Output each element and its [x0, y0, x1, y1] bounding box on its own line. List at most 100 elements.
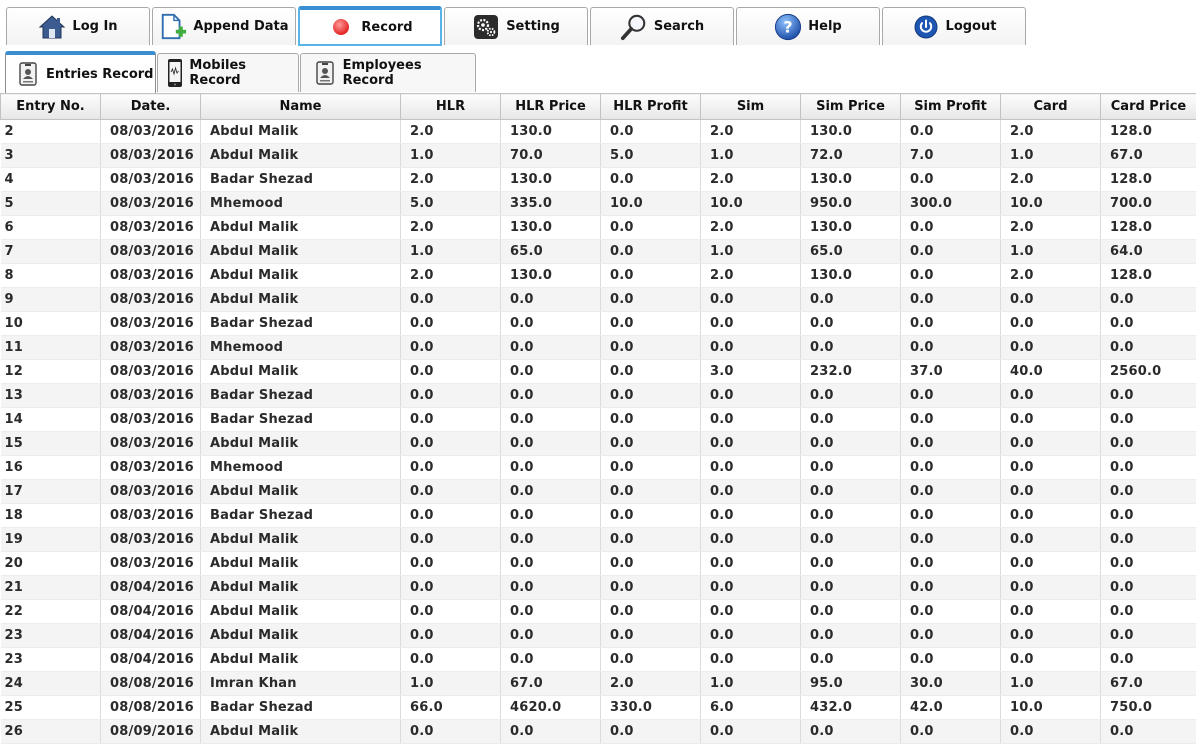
tab-entries-record[interactable]: Entries Record	[5, 51, 156, 93]
table-row[interactable]: 17 08/03/2016 Abdul Malik 0.0 0.0 0.0 0.0 0.0 0.…	[0, 479, 1196, 504]
table-cell[interactable]: 130.0	[800, 215, 901, 240]
table-cell[interactable]: 1.0	[400, 143, 501, 168]
table-cell[interactable]: 0.0	[1100, 479, 1196, 504]
table-cell[interactable]: 0.0	[700, 431, 801, 456]
table-cell[interactable]: 0.0	[900, 263, 1001, 288]
table-row[interactable]: 7 08/03/2016 Abdul Malik 1.0 65.0 0.0 1.0 65.0 0…	[0, 239, 1196, 264]
table-cell[interactable]: 0.0	[900, 167, 1001, 192]
table-cell[interactable]: 0.0	[400, 311, 501, 336]
table-row[interactable]: 10 08/03/2016 Badar Shezad 0.0 0.0 0.0 0.0 0.0 0…	[0, 311, 1196, 336]
table-cell[interactable]: 0.0	[1000, 287, 1101, 312]
record-button[interactable]: Record	[298, 6, 442, 46]
table-cell[interactable]: 0.0	[700, 455, 801, 480]
table-row[interactable]: 25 08/08/2016 Badar Shezad 66.0 4620.0 330.0 6…	[0, 695, 1196, 720]
table-cell[interactable]: 0.0	[700, 407, 801, 432]
table-row[interactable]: 20 08/03/2016 Abdul Malik 0.0 0.0 0.0 0.0 0.0 0.…	[0, 551, 1196, 576]
table-cell[interactable]: 0.0	[600, 527, 701, 552]
table-cell[interactable]: 17	[0, 479, 101, 504]
table-cell[interactable]: 72.0	[800, 143, 901, 168]
table-cell[interactable]: 2.0	[700, 119, 801, 144]
table-cell[interactable]: 26	[0, 719, 101, 744]
entries-record-table[interactable]: Entry No. Date. Name HLR HLR Price HLR P…	[0, 93, 1196, 753]
table-cell[interactable]: 0.0	[700, 551, 801, 576]
table-cell[interactable]: 0.0	[600, 647, 701, 672]
table-cell[interactable]: 128.0	[1100, 215, 1196, 240]
table-cell[interactable]: 0.0	[900, 455, 1001, 480]
table-cell[interactable]: 08/04/2016	[100, 599, 201, 624]
table-cell[interactable]: 08/08/2016	[100, 695, 201, 720]
table-cell[interactable]: 20	[0, 551, 101, 576]
table-cell[interactable]: 0.0	[1100, 407, 1196, 432]
table-cell[interactable]: 0.0	[1000, 335, 1101, 360]
table-cell[interactable]: 67.0	[1100, 143, 1196, 168]
help-button[interactable]: ? Help	[736, 7, 880, 45]
table-cell[interactable]: 7	[0, 239, 101, 264]
column-header[interactable]: Date.	[100, 93, 201, 120]
table-cell[interactable]: 0.0	[600, 311, 701, 336]
table-cell[interactable]: 08/03/2016	[100, 455, 201, 480]
table-cell[interactable]: 23	[0, 647, 101, 672]
table-cell[interactable]: Abdul Malik	[200, 719, 401, 744]
table-cell[interactable]: 0.0	[800, 383, 901, 408]
table-cell[interactable]: 0.0	[1000, 431, 1101, 456]
table-cell[interactable]: 1.0	[400, 671, 501, 696]
table-cell[interactable]: 5.0	[600, 143, 701, 168]
table-row[interactable]: 3 08/03/2016 Abdul Malik 1.0 70.0 5.0 1.0 72.0 7…	[0, 143, 1196, 168]
table-cell[interactable]: 0.0	[1000, 479, 1101, 504]
table-cell[interactable]: 128.0	[1100, 263, 1196, 288]
table-cell[interactable]: 0.0	[500, 647, 601, 672]
table-cell[interactable]: 64.0	[1100, 239, 1196, 264]
table-cell[interactable]: 700.0	[1100, 191, 1196, 216]
column-header[interactable]: HLR	[400, 93, 501, 120]
table-cell[interactable]: 0.0	[500, 719, 601, 744]
table-cell[interactable]: 0.0	[400, 599, 501, 624]
table-cell[interactable]: 0.0	[1100, 311, 1196, 336]
table-cell[interactable]: 0.0	[500, 431, 601, 456]
table-cell[interactable]: Abdul Malik	[200, 431, 401, 456]
table-cell[interactable]: 08/03/2016	[100, 479, 201, 504]
table-cell[interactable]: 08/03/2016	[100, 239, 201, 264]
table-cell[interactable]: 08/03/2016	[100, 527, 201, 552]
table-cell[interactable]: 0.0	[1100, 527, 1196, 552]
table-cell[interactable]: 950.0	[800, 191, 901, 216]
table-cell[interactable]: 2.0	[1000, 215, 1101, 240]
table-cell[interactable]: 0.0	[400, 503, 501, 528]
table-row[interactable]: 6 08/03/2016 Abdul Malik 2.0 130.0 0.0 2.0 130.…	[0, 215, 1196, 240]
table-cell[interactable]: 0.0	[700, 335, 801, 360]
table-cell[interactable]: 11	[0, 335, 101, 360]
table-cell[interactable]: 08/04/2016	[100, 647, 201, 672]
table-cell[interactable]: 0.0	[500, 383, 601, 408]
table-cell[interactable]: 0.0	[500, 527, 601, 552]
table-cell[interactable]: 37.0	[900, 359, 1001, 384]
table-cell[interactable]: 0.0	[600, 455, 701, 480]
table-cell[interactable]: 0.0	[600, 167, 701, 192]
table-cell[interactable]: Abdul Malik	[200, 551, 401, 576]
table-cell[interactable]: 08/03/2016	[100, 407, 201, 432]
table-cell[interactable]: 0.0	[600, 239, 701, 264]
table-cell[interactable]: 0.0	[900, 527, 1001, 552]
table-cell[interactable]: 2.0	[1000, 167, 1101, 192]
table-cell[interactable]: 08/03/2016	[100, 143, 201, 168]
table-cell[interactable]: 0.0	[900, 407, 1001, 432]
table-cell[interactable]: 08/04/2016	[100, 575, 201, 600]
table-cell[interactable]: Abdul Malik	[200, 575, 401, 600]
table-cell[interactable]: 0.0	[500, 359, 601, 384]
table-cell[interactable]: Abdul Malik	[200, 215, 401, 240]
table-cell[interactable]: 95.0	[800, 671, 901, 696]
table-cell[interactable]: 2.0	[400, 119, 501, 144]
table-cell[interactable]: 1.0	[400, 239, 501, 264]
table-row[interactable]: 12 08/03/2016 Abdul Malik 0.0 0.0 0.0 3.0 232.0…	[0, 359, 1196, 384]
table-cell[interactable]: 21	[0, 575, 101, 600]
table-cell[interactable]: 0.0	[600, 575, 701, 600]
table-cell[interactable]: 0.0	[900, 719, 1001, 744]
table-cell[interactable]: 70.0	[500, 143, 601, 168]
table-cell[interactable]: 0.0	[800, 599, 901, 624]
table-cell[interactable]: 0.0	[900, 503, 1001, 528]
table-row[interactable]: 23 08/04/2016 Abdul Malik 0.0 0.0 0.0 0.0 0.0 0.…	[0, 623, 1196, 648]
table-row[interactable]: 2 08/03/2016 Abdul Malik 2.0 130.0 0.0 2.0 130.…	[0, 119, 1196, 144]
table-cell[interactable]: 128.0	[1100, 119, 1196, 144]
table-cell[interactable]: 130.0	[500, 263, 601, 288]
table-cell[interactable]: 0.0	[700, 287, 801, 312]
table-cell[interactable]: 0.0	[800, 335, 901, 360]
column-header[interactable]: Card Price	[1100, 93, 1196, 120]
